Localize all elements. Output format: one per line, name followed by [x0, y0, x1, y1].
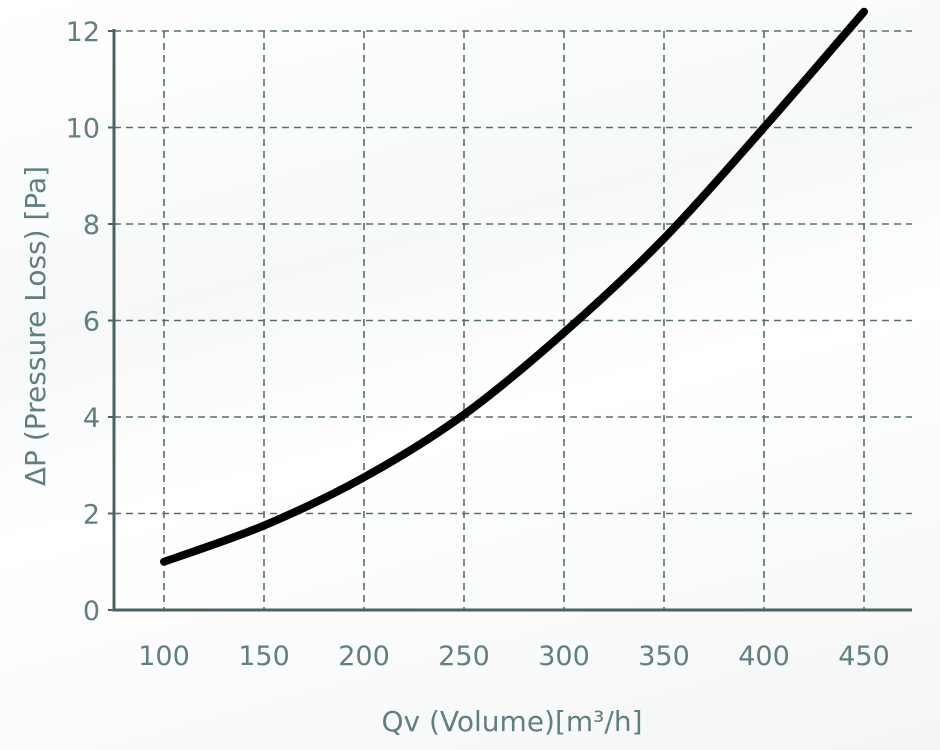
x-tick-label-400: 400 — [738, 641, 790, 672]
axes — [108, 29, 912, 612]
y-tick-label-12: 12 — [66, 17, 100, 48]
series-line-0 — [160, 7, 868, 566]
x-tick-label-300: 300 — [538, 641, 590, 672]
x-tick-label-450: 450 — [838, 641, 890, 672]
tick-labels: 100 150 200 250 300 350 400 450 0 2 4 6 8 10 12 — [66, 17, 890, 672]
x-tick-label-250: 250 — [438, 641, 490, 672]
y-axis-title: ΔP (Pressure Loss) [Pa] — [19, 166, 52, 486]
y-tick-label-2: 2 — [83, 500, 100, 531]
y-tick-label-4: 4 — [83, 403, 100, 434]
x-tick-label-350: 350 — [638, 641, 690, 672]
x-tick-label-150: 150 — [238, 641, 290, 672]
x-tick-label-100: 100 — [138, 641, 190, 672]
series-layer — [160, 7, 868, 566]
x-tick-label-200: 200 — [338, 641, 390, 672]
y-tick-label-10: 10 — [66, 114, 100, 145]
grid — [114, 30, 912, 610]
y-tick-label-6: 6 — [83, 307, 100, 338]
y-tick-label-8: 8 — [83, 210, 100, 241]
x-axis-title: Qv (Volume)[m³/h] — [381, 705, 642, 738]
y-tick-label-0: 0 — [83, 596, 100, 627]
